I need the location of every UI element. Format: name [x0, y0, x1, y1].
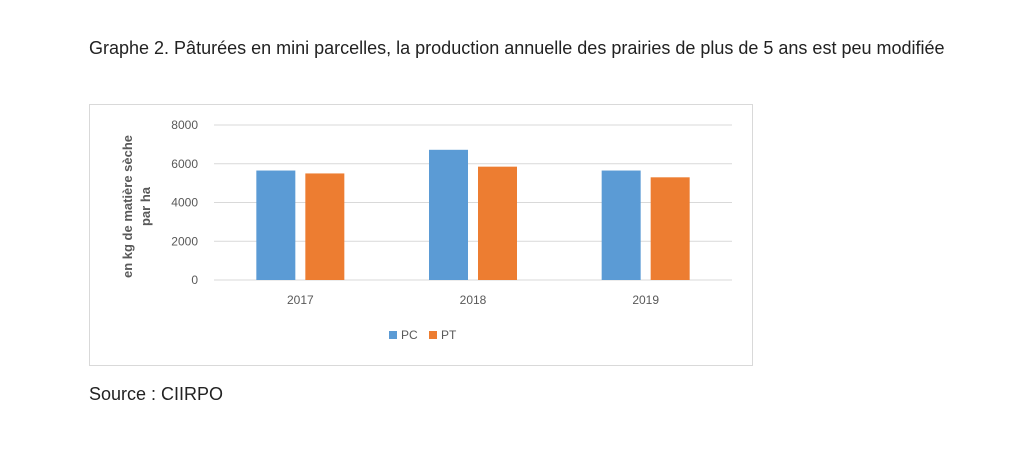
bars: [256, 149, 690, 280]
source-note: Source : CIIRPO: [89, 384, 224, 404]
y-axis-label-line: en kg de matière sèche: [120, 135, 135, 278]
y-axis-ticks: 0 2000 4000 6000 8000: [171, 118, 198, 287]
y-tick-label: 2000: [171, 234, 198, 248]
y-tick-label: 8000: [171, 118, 198, 132]
bar-pc-2018: [429, 149, 468, 280]
x-tick-label: 2017: [287, 293, 314, 307]
bar-pt-2018: [478, 166, 517, 280]
chart-container: 0 2000 4000 6000 8000 2017 2018 2019 en kg de …: [89, 104, 753, 366]
y-tick-label: 6000: [171, 157, 198, 171]
bar-pc-2017: [256, 170, 296, 280]
legend-label-pc: PC: [401, 328, 418, 342]
bar-pt-2019: [650, 177, 690, 280]
legend: PC PT: [389, 328, 457, 342]
legend-swatch-pc: [389, 331, 397, 339]
x-tick-label: 2018: [460, 293, 487, 307]
legend-swatch-pt: [429, 331, 437, 339]
y-tick-label: 0: [191, 273, 198, 287]
x-tick-label: 2019: [632, 293, 659, 307]
bar-chart: 0 2000 4000 6000 8000 2017 2018 2019 en kg de …: [120, 118, 732, 342]
legend-label-pt: PT: [441, 328, 457, 342]
y-axis-label: en kg de matière sèche par ha: [120, 135, 153, 278]
y-tick-label: 4000: [171, 196, 198, 210]
y-axis-label-line: par ha: [138, 186, 153, 226]
bar-pc-2019: [601, 170, 641, 280]
bar-pt-2017: [305, 173, 345, 280]
figure-caption-title: Graphe 2. Pâturées en mini parcelles, la…: [89, 38, 945, 58]
x-axis-ticks: 2017 2018 2019: [287, 293, 659, 307]
gridlines: [214, 124, 732, 281]
